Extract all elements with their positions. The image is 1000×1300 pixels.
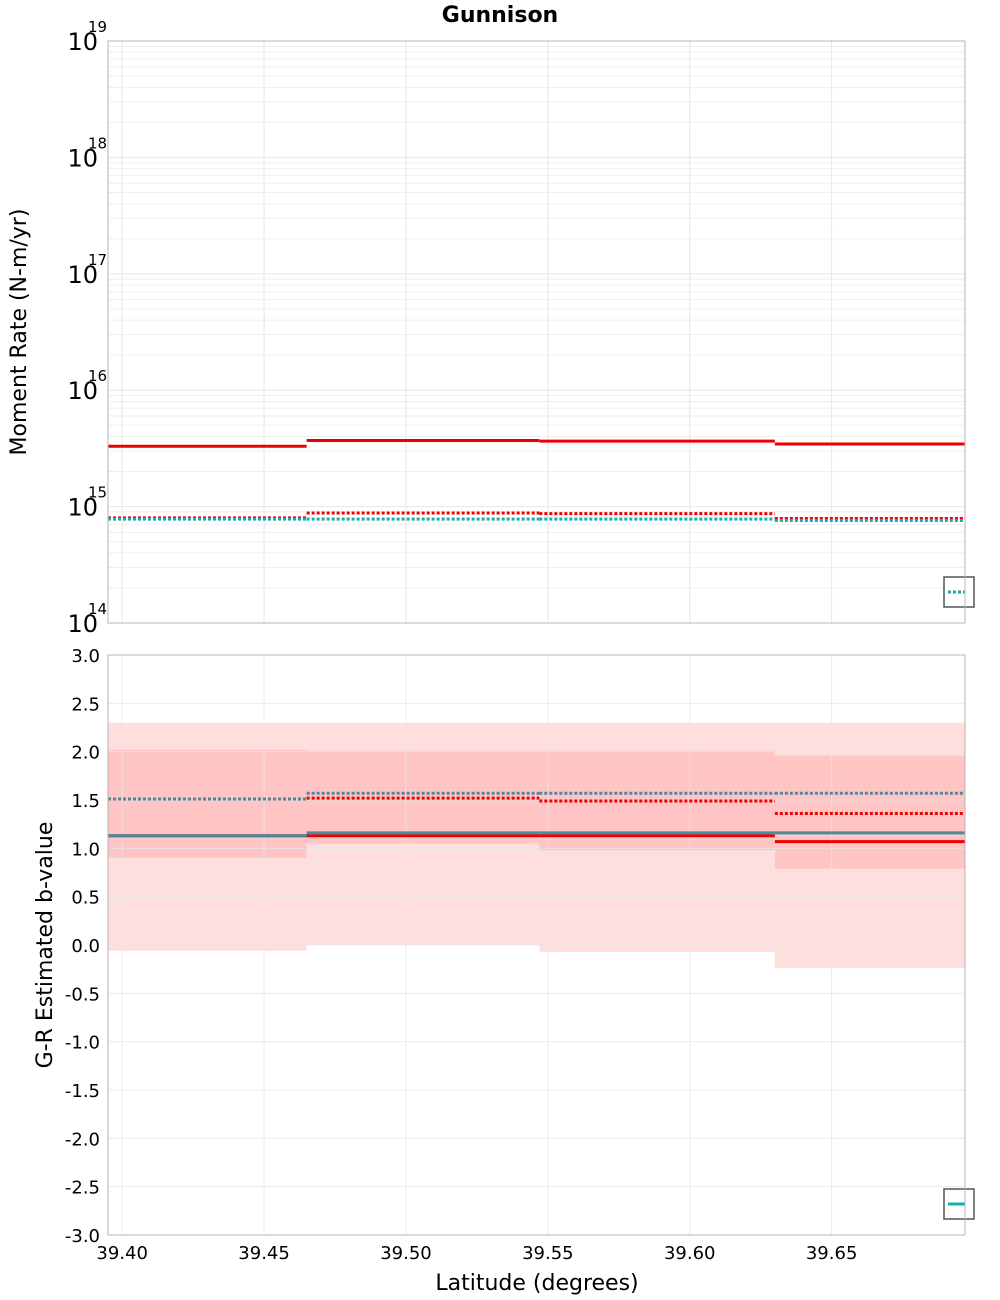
x-tick-label: 39.65 <box>806 1243 858 1264</box>
x-tick-label: 39.45 <box>238 1243 290 1264</box>
bottom-x-tick-labels: 39.40 39.45 39.50 39.55 39.60 39.65 <box>96 1243 857 1264</box>
bottom-legend <box>943 1188 975 1220</box>
top-y-tick-exponent: 18 <box>88 134 107 152</box>
bottom-panel: -3.0 -2.5 -2.0 -1.5 -1.0 -0.5 0.0 0.5 1.0 1.5 2.0 2… <box>33 646 975 1296</box>
bottom-y-tick-label: 1.0 <box>71 839 100 860</box>
bottom-y-tick-label: 1.5 <box>71 791 100 812</box>
x-tick-label: 39.60 <box>664 1243 716 1264</box>
top-plot-area <box>108 41 965 623</box>
bottom-y-tick-label: 0.5 <box>71 888 100 909</box>
bottom-y-tick-labels: -3.0 -2.5 -2.0 -1.5 -1.0 -0.5 0.0 0.5 1.0 1.5 2.0 2… <box>65 646 100 1247</box>
bottom-y-tick-label: -0.5 <box>65 984 100 1005</box>
top-y-tick-base: 10 <box>67 377 98 405</box>
x-axis-label: Latitude (degrees) <box>435 1271 638 1296</box>
top-series <box>108 438 965 522</box>
top-y-tick-exponent: 16 <box>88 367 107 385</box>
top-y-tick-exponent: 14 <box>88 600 107 618</box>
bottom-y-tick-label: 0.0 <box>71 936 100 957</box>
top-y-tick-exponent: 17 <box>88 251 107 269</box>
top-y-tick-base: 10 <box>67 610 98 638</box>
top-y-tick-exponent: 15 <box>88 484 107 502</box>
chart-title: Gunnison <box>442 3 558 28</box>
bottom-y-tick-label: 3.0 <box>71 646 100 667</box>
top-frame <box>107 40 966 624</box>
bottom-y-tick-label: -1.0 <box>65 1033 100 1054</box>
bottom-band-segment <box>108 749 307 858</box>
top-grid <box>108 40 965 624</box>
x-tick-label: 39.55 <box>522 1243 574 1264</box>
bottom-y-tick-label: 2.0 <box>71 743 100 764</box>
top-y-tick-base: 10 <box>67 144 98 172</box>
bottom-uncertainty-bands <box>108 722 965 969</box>
bottom-frame <box>107 654 966 1236</box>
bottom-y-tick-label: -1.5 <box>65 1081 100 1102</box>
x-tick-label: 39.50 <box>380 1243 432 1264</box>
bottom-y-axis-label: G-R Estimated b-value <box>33 822 58 1069</box>
top-y-tick-base: 10 <box>67 261 98 289</box>
top-legend <box>943 576 975 608</box>
bottom-y-tick-label: -3.0 <box>65 1226 100 1247</box>
bottom-y-tick-label: -2.0 <box>65 1129 100 1150</box>
bottom-y-tick-label: -2.5 <box>65 1178 100 1199</box>
top-y-tick-base: 10 <box>67 28 98 56</box>
bottom-series <box>108 791 965 844</box>
x-tick-label: 39.40 <box>96 1243 148 1264</box>
bottom-y-tick-label: 2.5 <box>71 694 100 715</box>
top-y-tick-exponent: 19 <box>88 18 107 36</box>
top-y-tick-base: 10 <box>67 494 98 522</box>
top-y-axis-label: Moment Rate (N-m/yr) <box>7 209 32 456</box>
